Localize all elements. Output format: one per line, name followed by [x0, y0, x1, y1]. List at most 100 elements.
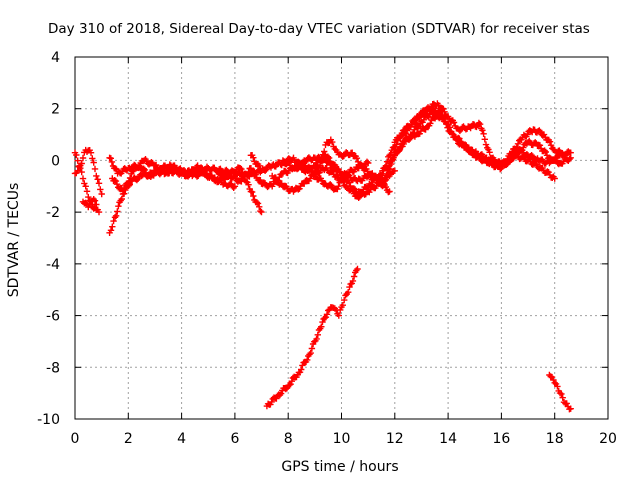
data-point-run: [360, 165, 376, 179]
data-point-run: [334, 149, 344, 158]
data-point-run: [344, 171, 360, 184]
data-point: [317, 162, 324, 169]
gridlines: [75, 57, 608, 419]
data-point-run: [206, 164, 224, 175]
data-point-run: [89, 155, 99, 173]
data-point: [279, 157, 287, 164]
data-point: [567, 405, 574, 412]
data-point: [354, 265, 361, 273]
data-point-run: [323, 158, 339, 172]
data-point-run: [107, 217, 117, 234]
data-point: [335, 312, 342, 319]
data-point-run: [542, 134, 557, 153]
data-point-run: [342, 289, 352, 299]
data-point: [93, 172, 100, 180]
data-point-run: [264, 394, 280, 408]
data-point-run: [398, 134, 413, 150]
series-arc-p: [263, 265, 361, 410]
x-tick-label: 20: [599, 431, 617, 447]
data-point-run: [313, 163, 322, 172]
x-tick-label: 4: [177, 431, 186, 447]
data-point-run: [536, 156, 552, 167]
data-point: [365, 159, 372, 167]
data-point: [215, 177, 223, 185]
data-point-run: [331, 305, 341, 317]
data-point-run: [81, 199, 91, 208]
data-point: [562, 152, 569, 159]
data-point-run: [107, 155, 120, 173]
chart-title: Day 310 of 2018, Sidereal Day-to-day VTE…: [48, 21, 590, 37]
data-point-run: [89, 204, 99, 212]
series-arc-g: [215, 158, 372, 193]
data-point: [111, 214, 119, 221]
series-arc-c: [79, 196, 103, 216]
data-point: [556, 389, 564, 397]
x-tick-label: 18: [546, 431, 564, 447]
data-point: [346, 283, 353, 291]
data-point: [237, 165, 244, 172]
data-point-run: [323, 139, 333, 147]
data-point-run: [520, 127, 536, 140]
data-point-run: [275, 385, 291, 399]
data-point-run: [94, 176, 104, 193]
data-point-run: [78, 168, 88, 187]
series-arc-q: [546, 371, 574, 413]
data-point-run: [248, 152, 264, 173]
data-point-run: [248, 167, 264, 184]
data-point: [341, 296, 348, 304]
data-point-run: [408, 120, 424, 138]
data-point-run: [112, 195, 125, 219]
y-tick-label: -10: [37, 412, 60, 428]
y-tick-label: 0: [51, 153, 60, 169]
data-point: [98, 190, 105, 198]
data-point: [551, 175, 558, 182]
data-point-run: [563, 400, 573, 413]
data-point-run: [184, 163, 200, 180]
data-point-run: [510, 136, 525, 153]
data-point: [402, 126, 409, 133]
data-point-run: [467, 119, 483, 132]
data-point-run: [459, 141, 477, 157]
data-point-run: [387, 147, 403, 165]
data-point-run: [414, 107, 429, 121]
data-point-run: [430, 108, 445, 122]
data-point: [311, 167, 319, 174]
data-point: [82, 183, 89, 190]
data-point: [77, 165, 84, 172]
data-point-run: [195, 164, 211, 178]
data-point-run: [91, 197, 101, 213]
data-point: [546, 159, 553, 167]
data-point: [290, 154, 297, 161]
x-tick-label: 2: [124, 431, 133, 447]
data-point-run: [337, 302, 346, 314]
data-point-run: [163, 165, 179, 177]
y-tick-label: -4: [46, 257, 60, 273]
data-point-run: [403, 116, 419, 131]
data-point: [386, 188, 393, 195]
y-tick-label: -2: [46, 205, 60, 221]
data-point-run: [347, 267, 360, 288]
data-point: [306, 351, 313, 358]
x-tick-label: 6: [230, 431, 239, 447]
series-arc-o: [458, 139, 558, 182]
data-point-run: [307, 326, 323, 357]
data-point-run: [512, 150, 530, 165]
data-point-run: [376, 153, 392, 184]
y-tick-label: -6: [46, 309, 60, 325]
x-tick-label: 16: [492, 431, 510, 447]
data-point: [380, 180, 388, 187]
data-point: [375, 177, 382, 185]
data-point-run: [350, 152, 365, 169]
data-point: [476, 121, 484, 128]
x-tick-label: 10: [333, 431, 351, 447]
data-point-run: [486, 159, 504, 173]
x-tick-label: 12: [386, 431, 404, 447]
data-point: [231, 183, 239, 190]
data-point-run: [206, 172, 221, 185]
data-point-run: [440, 118, 456, 137]
data-point-run: [296, 352, 312, 376]
data-point-run: [152, 161, 168, 178]
x-tick-label: 14: [439, 431, 457, 447]
x-axis-label: GPS time / hours: [281, 459, 398, 475]
y-tick-label: -8: [46, 360, 60, 376]
